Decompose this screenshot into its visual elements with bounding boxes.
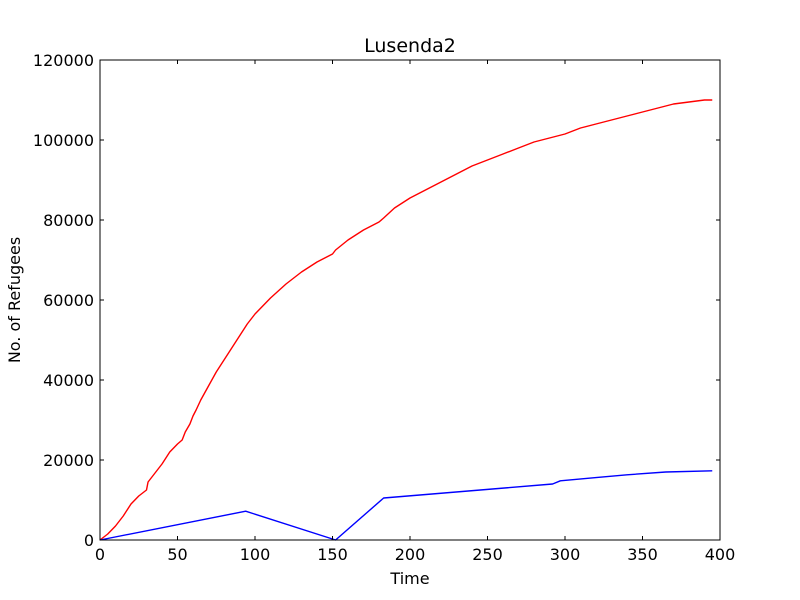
x-tick-label: 50 [167,545,187,564]
y-tick-label: 40000 [43,371,94,390]
x-tick-label: 150 [317,545,348,564]
series-line-1 [99,99,713,541]
x-tick-label: 100 [240,545,271,564]
x-tick-label: 350 [627,545,658,564]
x-tick-label: 250 [472,545,503,564]
y-tick-label: 80000 [43,211,94,230]
y-tick-label: 60000 [43,291,94,310]
x-tick-label: 400 [705,545,736,564]
x-tick-label: 300 [550,545,581,564]
y-tick-label: 20000 [43,451,94,470]
series-layer [99,99,713,541]
y-tick-label: 100000 [33,131,94,150]
y-axis-label: No. of Refugees [5,237,24,363]
x-tick-label: 200 [395,545,426,564]
y-axis: 0 20000 40000 60000 80000 100000 120000 [33,51,720,550]
y-tick-label: 0 [84,531,94,550]
series-line-2 [99,470,713,541]
y-tick-label: 120000 [33,51,94,70]
chart-title: Lusenda2 [364,35,456,57]
x-axis: 0 50 100 150 200 250 300 350 400 [95,60,735,564]
x-axis-label: Time [389,569,429,588]
x-tick-label: 0 [95,545,105,564]
